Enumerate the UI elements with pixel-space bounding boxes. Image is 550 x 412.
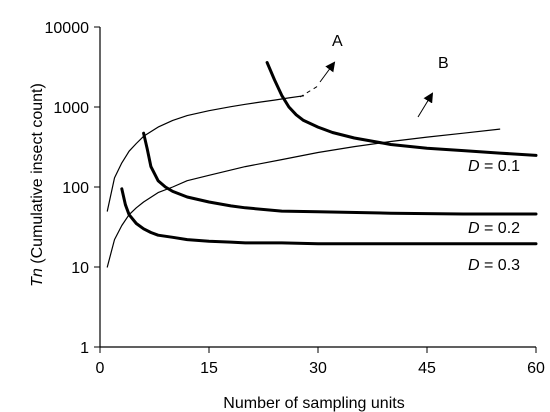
y-tick-label: 10000 bbox=[45, 20, 90, 37]
y-axis-title-symbol: Tn bbox=[29, 268, 46, 287]
series-line-3 bbox=[265, 61, 538, 157]
arrow-a bbox=[319, 61, 336, 83]
annotation-d-0-1-value: = 0.1 bbox=[480, 158, 521, 175]
x-ticks: 0 15 30 45 60 bbox=[96, 347, 545, 377]
x-tick-label: 30 bbox=[309, 360, 327, 377]
series-line-1 bbox=[106, 95, 305, 212]
annotation-d-0-2-symbol: D bbox=[468, 220, 480, 237]
series-line-5 bbox=[120, 187, 538, 246]
x-tick-label: 0 bbox=[96, 360, 105, 377]
series-layer bbox=[106, 61, 538, 268]
annotation-d-0-1: D = 0.1 bbox=[468, 158, 520, 175]
annotation-d-0-3: D = 0.3 bbox=[468, 257, 520, 274]
x-axis-title: Number of sampling units bbox=[223, 395, 404, 412]
y-ticks: 1 10 100 1000 10000 bbox=[45, 20, 100, 357]
y-tick-label: 1 bbox=[80, 340, 89, 357]
y-axis-title-rest: (Cumulative insect count) bbox=[29, 83, 46, 268]
series-line-4 bbox=[142, 131, 538, 216]
y-tick-label: 1000 bbox=[53, 100, 89, 117]
annotation-d-0-2-value: = 0.2 bbox=[480, 220, 521, 237]
y-tick-label: 10 bbox=[71, 260, 89, 277]
y-axis-title: Tn (Cumulative insect count) bbox=[29, 83, 46, 287]
annotation-d-0-3-symbol: D bbox=[468, 257, 480, 274]
annotation-d-0-2: D = 0.2 bbox=[468, 220, 520, 237]
x-tick-label: 15 bbox=[200, 360, 218, 377]
annotation-d-0-3-value: = 0.3 bbox=[480, 257, 521, 274]
annotation-d-0-1-symbol: D bbox=[468, 158, 480, 175]
annotation-arrows bbox=[299, 61, 434, 118]
arrow-a-dashes bbox=[299, 85, 319, 98]
x-tick-label: 45 bbox=[418, 360, 436, 377]
series-line-2 bbox=[106, 128, 501, 268]
annotation-a: A bbox=[332, 33, 343, 50]
arrow-b bbox=[417, 92, 434, 118]
annotation-b: B bbox=[438, 55, 449, 72]
x-tick-label: 60 bbox=[527, 360, 545, 377]
y-tick-label: 100 bbox=[62, 180, 89, 197]
